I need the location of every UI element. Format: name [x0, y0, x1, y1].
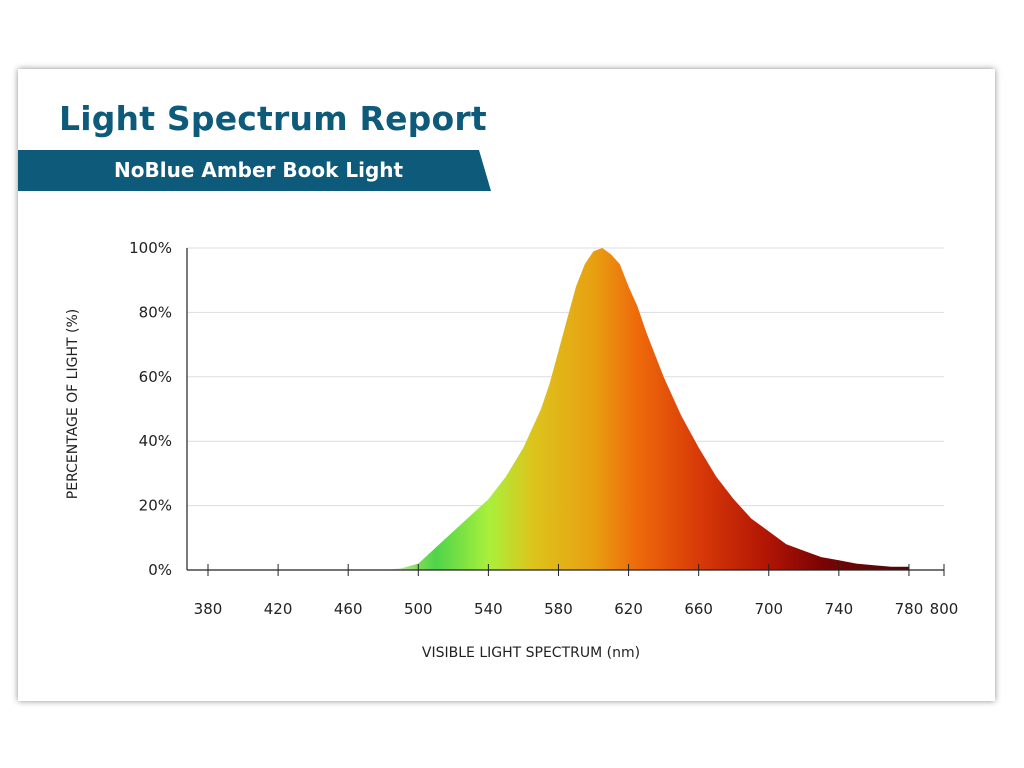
- x-tick-label: 580: [544, 600, 573, 618]
- y-tick-label: 60%: [139, 368, 172, 386]
- y-tick-label: 100%: [129, 239, 172, 257]
- y-tick-label: 20%: [139, 497, 172, 515]
- x-tick-label: 420: [264, 600, 293, 618]
- product-banner: NoBlue Amber Book Light: [18, 150, 491, 191]
- x-tick-label: 780: [895, 600, 924, 618]
- x-tick-label: 740: [825, 600, 854, 618]
- x-tick-label: 660: [684, 600, 713, 618]
- report-card: Light Spectrum Report NoBlue Amber Book …: [18, 69, 995, 701]
- x-tick-label: 540: [474, 600, 503, 618]
- y-tick-label: 80%: [139, 303, 172, 321]
- x-tick-label: 460: [334, 600, 363, 618]
- x-tick-label: 700: [754, 600, 783, 618]
- x-tick-label: 800: [930, 600, 959, 618]
- x-tick-label: 500: [404, 600, 433, 618]
- y-tick-label: 0%: [148, 561, 172, 579]
- page-title: Light Spectrum Report: [59, 99, 487, 138]
- x-tick-label: 620: [614, 600, 643, 618]
- spectrum-area: [383, 248, 909, 570]
- x-axis-title: VISIBLE LIGHT SPECTRUM (nm): [422, 645, 640, 661]
- product-name: NoBlue Amber Book Light: [114, 158, 404, 182]
- y-axis-title: PERCENTAGE OF LIGHT (%): [65, 309, 81, 499]
- x-tick-label: 380: [194, 600, 223, 618]
- y-tick-label: 40%: [139, 432, 172, 450]
